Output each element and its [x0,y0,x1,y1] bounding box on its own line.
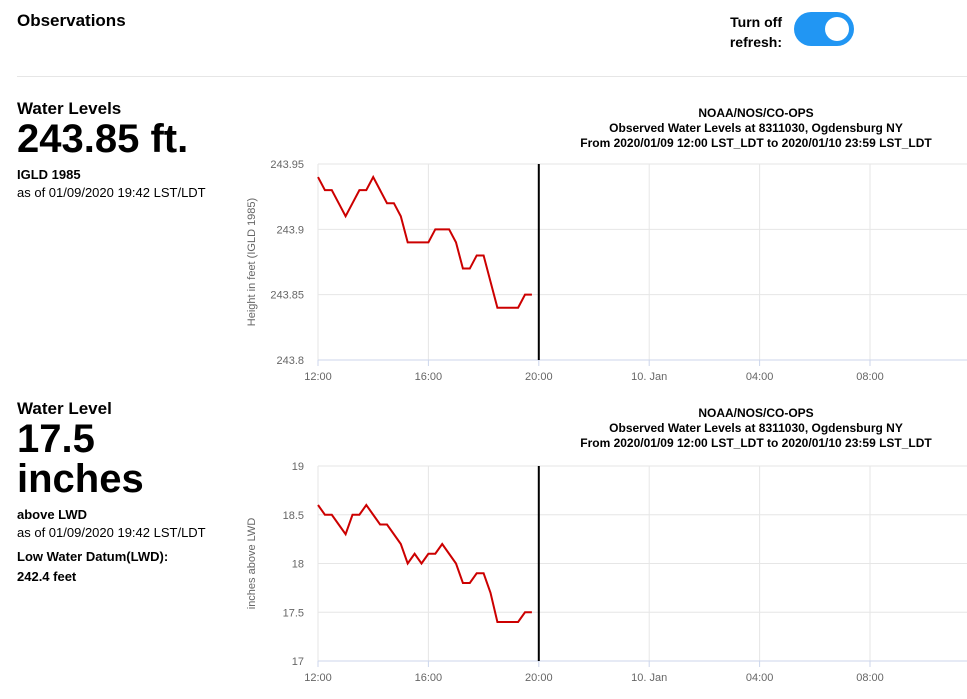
y-axis-label: inches above LWD [246,518,258,610]
water-level-chart-inches[interactable]: 17 17.5 18 18.5 19 12:00 16:00 20:00 10. Jan 04:0… [232,396,967,699]
y-tick-label: 243.85 [270,290,304,302]
y-tick-label: 243.9 [276,224,304,236]
chart-title-line: From 2020/01/09 12:00 LST_LDT to 2020/01… [580,436,932,450]
x-tick-label: 04:00 [746,672,774,684]
y-axis-label: Height in feet (IGLD 1985) [246,198,258,326]
x-tick-label: 08:00 [856,371,884,383]
as-of-timestamp: as of 01/09/2020 19:42 LST/LDT [17,525,206,540]
chart-title-line: Observed Water Levels at 8311030, Ogdens… [609,421,903,435]
chart-title-line: NOAA/NOS/CO-OPS [698,406,814,420]
y-tick-label: 243.8 [276,355,304,367]
chart-title-line: Observed Water Levels at 8311030, Ogdens… [609,121,903,135]
chart-title: NOAA/NOS/CO-OPS Observed Water Levels at… [556,106,956,151]
water-level-lwd-summary: Water Level 17.5 inches above LWD as of … [17,396,232,587]
x-tick-label: 16:00 [415,672,443,684]
y-tick-label: 17.5 [283,607,304,619]
water-levels-panel: Water Levels 243.85 ft. IGLD 1985 as of … [0,96,967,386]
y-tick-label: 243.95 [270,159,304,171]
water-level-series-line [317,174,532,309]
water-level-value-number: 17.5 [17,417,95,461]
water-level-value: 243.85 ft. [17,117,189,161]
refresh-toggle-label: Turn off refresh: [729,14,782,50]
water-level-chart-feet[interactable]: 243.8 243.85 243.9 243.95 12:00 16:00 20:00 10.… [232,96,967,386]
page-title: Observations [17,11,126,30]
x-tick-label: 16:00 [415,371,443,383]
lwd-label: Low Water Datum(LWD): [17,549,169,564]
water-level-series-line [317,503,532,623]
x-tick-label: 10. Jan [631,371,667,383]
datum-label: IGLD 1985 [17,167,81,182]
water-levels-heading: Water Levels [17,99,122,118]
water-level-heading: Water Level [17,399,112,418]
chart-title: NOAA/NOS/CO-OPS Observed Water Levels at… [556,406,956,451]
x-tick-label: 04:00 [746,371,774,383]
x-tick-label: 08:00 [856,672,884,684]
y-tick-label: 19 [292,461,304,473]
chart-title-line: From 2020/01/09 12:00 LST_LDT to 2020/01… [580,136,932,150]
water-level-value-unit: inches [17,457,144,501]
toggle-knob[interactable] [825,17,849,41]
divider [17,76,967,77]
as-of-timestamp: as of 01/09/2020 19:42 LST/LDT [17,185,206,200]
chart-title-line: NOAA/NOS/CO-OPS [698,106,814,120]
x-tick-label: 12:00 [304,672,332,684]
y-tick-label: 18 [292,559,304,571]
x-tick-label: 20:00 [525,672,553,684]
x-tick-label: 20:00 [525,371,553,383]
y-tick-label: 18.5 [283,510,304,522]
x-tick-label: 12:00 [304,371,332,383]
x-tick-label: 10. Jan [631,672,667,684]
datum-label: above LWD [17,507,88,522]
y-tick-label: 17 [292,656,304,668]
refresh-toggle[interactable] [794,12,854,46]
water-levels-summary: Water Levels 243.85 ft. IGLD 1985 as of … [17,96,232,200]
lwd-value: 242.4 feet [17,569,77,584]
water-level-lwd-panel: Water Level 17.5 inches above LWD as of … [0,396,967,699]
